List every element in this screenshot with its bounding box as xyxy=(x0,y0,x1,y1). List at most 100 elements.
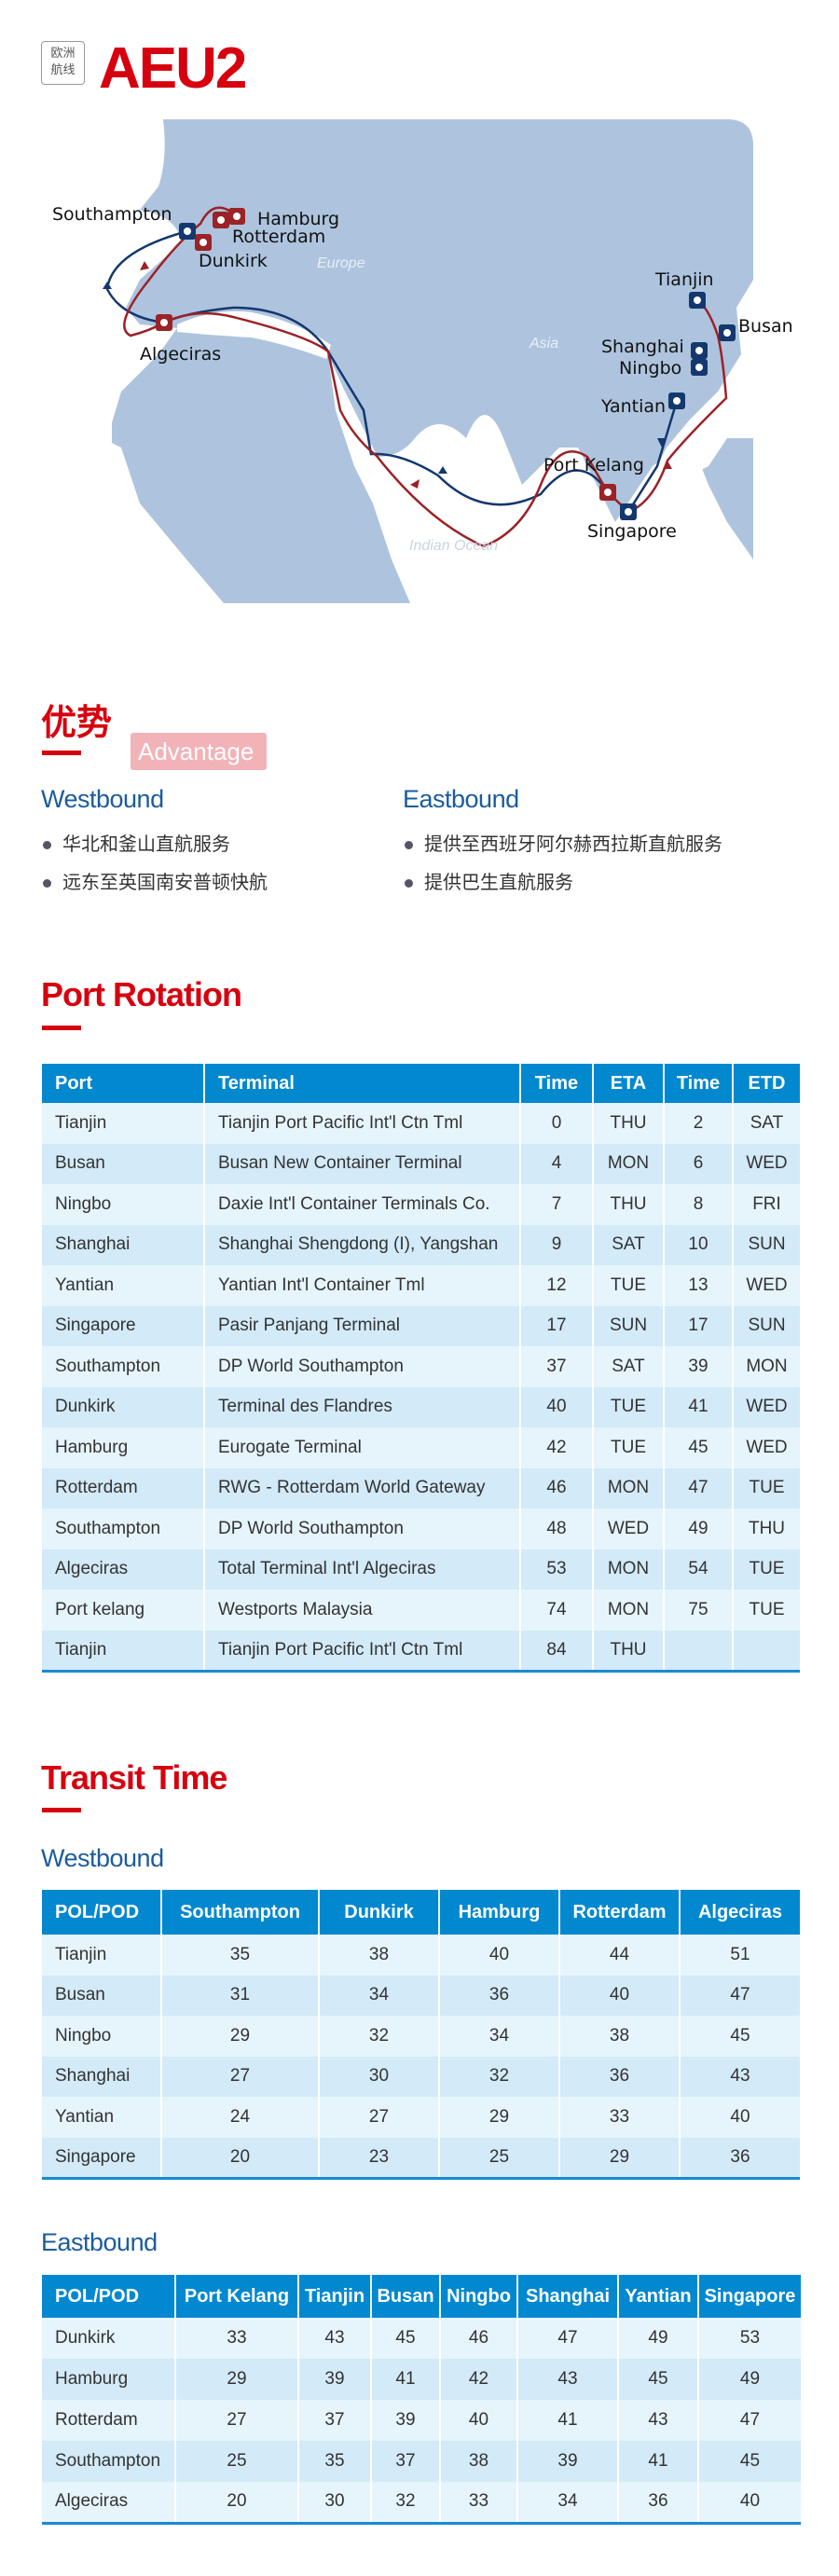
table-cell: 32 xyxy=(439,2056,560,2097)
port-label-southampton: Southampton xyxy=(52,204,172,225)
table-row: Rotterdam RWG - Rotterdam World Gateway 46… xyxy=(42,1467,800,1508)
table-cell: Hamburg xyxy=(42,1427,205,1468)
table-cell: 35 xyxy=(161,1935,320,1976)
table-cell: 40 xyxy=(439,1935,560,1976)
table-cell: 41 xyxy=(664,1386,734,1427)
table-cell: THU xyxy=(593,1184,665,1225)
table-cell: 29 xyxy=(439,2097,560,2138)
column-header: Shanghai xyxy=(517,2275,619,2318)
column-header: Algeciras xyxy=(680,1890,800,1935)
port-label-hamburg: Hamburg xyxy=(257,209,339,229)
table-cell: Tianjin xyxy=(42,1103,205,1144)
column-header: Terminal xyxy=(204,1064,521,1103)
table-cell: 46 xyxy=(440,2318,518,2359)
table-cell: 74 xyxy=(520,1590,594,1631)
route-map: Southampton Hamburg Rotterdam Dunkirk Al… xyxy=(52,119,793,603)
table-header-row: POL/POD Southampton Dunkirk Hamburg Rotterda… xyxy=(42,1890,800,1935)
table-cell: SUN xyxy=(733,1224,800,1265)
table-cell: WED xyxy=(733,1265,800,1306)
table-cell: 33 xyxy=(175,2318,299,2359)
table-cell: 25 xyxy=(175,2441,299,2482)
table-cell: Singapore xyxy=(42,1305,205,1346)
table-cell: Tianjin xyxy=(42,1630,205,1671)
table-cell: SAT xyxy=(593,1224,665,1265)
table-cell: TUE xyxy=(593,1386,665,1427)
table-cell: 25 xyxy=(439,2137,560,2178)
table-cell: 29 xyxy=(161,2016,320,2057)
port-rotation-title: Port Rotation xyxy=(41,975,242,1013)
table-row: Shanghai 27 30 32 36 43 xyxy=(42,2056,800,2097)
table-cell: 40 xyxy=(698,2482,801,2523)
table-row: Singapore 20 23 25 29 36 xyxy=(42,2137,800,2178)
table-cell: DP World Southampton xyxy=(204,1346,521,1387)
table-cell: 8 xyxy=(664,1184,734,1225)
region-label-indian-ocean: Indian Ocean xyxy=(409,538,498,554)
port-label-singapore: Singapore xyxy=(587,521,677,542)
port-markers xyxy=(156,208,736,520)
table-row: Busan 31 34 36 40 47 xyxy=(42,1975,800,2016)
table-cell: 40 xyxy=(520,1386,594,1427)
table-row: Tianjin 35 38 40 44 51 xyxy=(42,1935,800,1976)
table-cell: 17 xyxy=(664,1305,734,1346)
table-cell: 46 xyxy=(520,1467,594,1508)
table-cell: 51 xyxy=(680,1935,800,1976)
table-row: Southampton DP World Southampton 48 WED 49 TH… xyxy=(42,1508,800,1550)
table-cell: Dunkirk xyxy=(42,2318,176,2359)
table-cell: 37 xyxy=(371,2441,441,2482)
table-row: Busan Busan New Container Terminal 4 MON 6 WE… xyxy=(42,1143,800,1184)
table-cell: 41 xyxy=(517,2400,619,2441)
table-cell: Algeciras xyxy=(42,1549,205,1590)
table-cell: 39 xyxy=(298,2359,372,2400)
table-cell: MON xyxy=(593,1590,665,1631)
table-cell: Yantian xyxy=(42,1265,205,1306)
table-cell: 47 xyxy=(664,1467,734,1508)
table-row: Dunkirk Terminal des Flandres 40 TUE 41 WED xyxy=(42,1386,800,1427)
table-cell: 33 xyxy=(559,2097,681,2138)
table-header-row: Port Terminal Time ETA Time ETD xyxy=(42,1064,800,1103)
table-cell: 44 xyxy=(559,1935,681,1976)
table-cell: 20 xyxy=(175,2482,299,2523)
table-cell: Terminal des Flandres xyxy=(204,1386,521,1427)
table-cell: 4 xyxy=(520,1143,594,1184)
table-cell: WED xyxy=(733,1427,800,1468)
table-row: Hamburg Eurogate Terminal 42 TUE 45 WED xyxy=(42,1427,800,1468)
table-cell: 45 xyxy=(618,2359,699,2400)
table-cell: 42 xyxy=(440,2359,518,2400)
column-header: ETD xyxy=(733,1064,800,1103)
table-row: Port kelang Westports Malaysia 74 MON 75 TUE xyxy=(42,1590,800,1631)
table-cell: Rotterdam xyxy=(42,2400,176,2441)
table-cell: 17 xyxy=(520,1305,594,1346)
eastbound-title: Eastbound xyxy=(41,2228,158,2256)
column-header: ETA xyxy=(593,1064,665,1103)
table-cell: 39 xyxy=(517,2441,619,2482)
table-cell: Busan xyxy=(42,1975,162,2016)
page-title: AEU2 xyxy=(99,36,247,101)
westbound-route xyxy=(105,229,679,514)
arrow-icon xyxy=(657,438,667,448)
port-rotation-table: Port Terminal Time ETA Time ETD Tianjin Tianjin… xyxy=(42,1064,800,1673)
table-cell: 9 xyxy=(520,1224,594,1265)
table-cell: 53 xyxy=(520,1549,594,1590)
table-row: Hamburg 29 39 41 42 43 45 49 xyxy=(42,2359,801,2400)
table-cell: Total Terminal Int'l Algeciras xyxy=(204,1549,521,1590)
arrow-icon xyxy=(438,466,447,474)
table-cell: 43 xyxy=(618,2400,699,2441)
table-row: Tianjin Tianjin Port Pacific Int'l Ctn Tm… xyxy=(42,1630,800,1671)
table-cell: 40 xyxy=(440,2400,518,2441)
table-cell: Yantian xyxy=(42,2097,162,2138)
column-header: Port Kelang xyxy=(175,2275,299,2318)
table-cell: 45 xyxy=(680,2016,800,2057)
table-cell: 35 xyxy=(298,2441,372,2482)
table-cell: Singapore xyxy=(42,2137,162,2178)
table-cell: 29 xyxy=(175,2359,299,2400)
table-cell: 43 xyxy=(680,2056,800,2097)
table-cell: 32 xyxy=(319,2016,440,2057)
table-cell: 33 xyxy=(440,2482,518,2523)
table-cell: WED xyxy=(733,1143,800,1184)
port-label-busan: Busan xyxy=(738,316,793,337)
column-header: Port xyxy=(42,1064,205,1103)
port-label-ningbo: Ningbo xyxy=(619,358,681,379)
table-cell: Eurogate Terminal xyxy=(204,1427,521,1468)
table-cell: THU xyxy=(593,1103,665,1144)
column-header: Time xyxy=(664,1064,734,1103)
